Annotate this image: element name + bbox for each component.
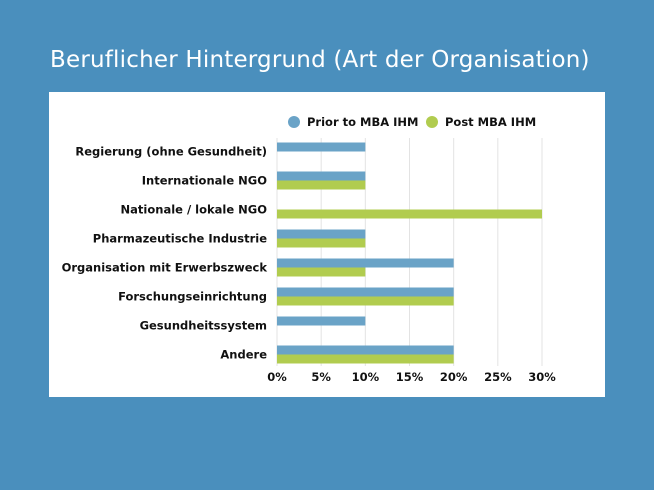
bar-prior-5: [277, 287, 454, 297]
x-tick-label: 0%: [267, 370, 287, 384]
bar-prior-4: [277, 258, 454, 268]
category-label: Organisation mit Erwerbszweck: [62, 261, 268, 275]
category-label: Forschungseinrichtung: [118, 290, 267, 304]
chart-panel: Regierung (ohne Gesundheit) International…: [49, 92, 605, 397]
x-tick-label: 15%: [396, 370, 424, 384]
bar-prior-1: [277, 171, 366, 181]
x-tick-label: 25%: [484, 370, 512, 384]
x-tick-label: 5%: [311, 370, 331, 384]
bar-prior-7: [277, 345, 454, 355]
bar-post-1: [277, 180, 366, 190]
x-tick-label: 10%: [352, 370, 380, 384]
legend-label-prior: Prior to MBA IHM: [307, 115, 418, 129]
legend-swatch-prior: [288, 116, 300, 128]
bar-post-2: [277, 209, 542, 219]
bar-chart: Regierung (ohne Gesundheit) International…: [62, 115, 557, 384]
bar-prior-6: [277, 316, 366, 326]
bar-post-5: [277, 296, 454, 306]
category-label: Pharmazeutische Industrie: [93, 232, 267, 246]
bar-post-7: [277, 354, 454, 364]
x-tick-label: 30%: [528, 370, 556, 384]
category-label: Regierung (ohne Gesundheit): [75, 145, 267, 159]
bar-post-4: [277, 267, 366, 277]
category-label: Gesundheitssystem: [140, 319, 267, 333]
category-label: Nationale / lokale NGO: [121, 203, 268, 217]
bar-prior-3: [277, 229, 366, 239]
bar-prior-0: [277, 142, 366, 152]
category-label: Internationale NGO: [142, 174, 267, 188]
category-label: Andere: [220, 348, 267, 362]
x-tick-label: 20%: [440, 370, 468, 384]
legend-swatch-post: [426, 116, 438, 128]
legend-label-post: Post MBA IHM: [445, 115, 536, 129]
bar-post-3: [277, 238, 366, 248]
page-title: Beruflicher Hintergrund (Art der Organis…: [50, 47, 590, 73]
